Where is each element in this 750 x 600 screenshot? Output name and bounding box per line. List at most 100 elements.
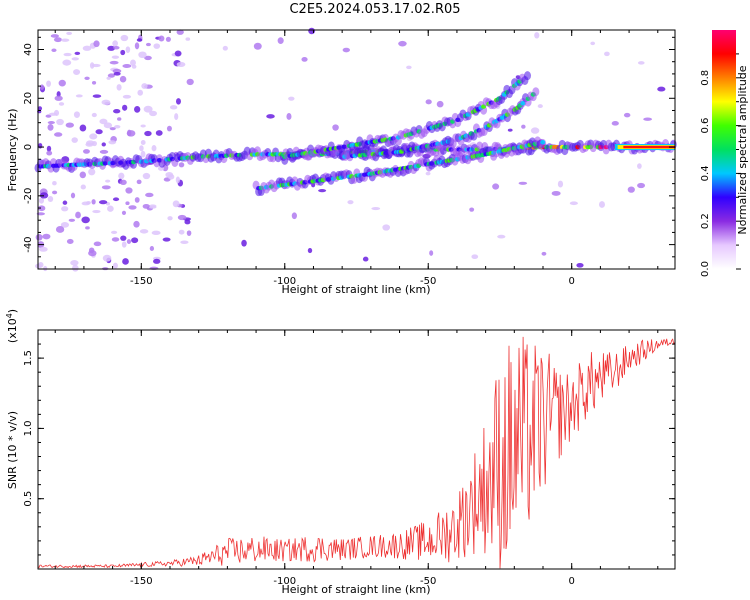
noise-speck <box>178 229 185 235</box>
spectral-band <box>252 136 547 197</box>
spectrogram-bands <box>34 71 677 197</box>
noise-speck <box>637 163 642 169</box>
noise-speck <box>541 251 547 256</box>
noise-speck <box>66 31 73 35</box>
noise-speck <box>425 99 432 105</box>
noise-speck <box>55 226 65 233</box>
noise-speck <box>75 211 81 219</box>
chart-title: C2E5.2024.053.17.02.R05 <box>289 2 461 17</box>
noise-speck <box>70 192 76 199</box>
noise-speck <box>111 55 120 59</box>
x-tick-label: -100 <box>273 276 296 287</box>
noise-speck <box>63 52 72 57</box>
noise-speck <box>91 80 97 85</box>
noise-speck <box>139 229 149 234</box>
y-tick-label: 20 <box>23 92 34 105</box>
noise-speck <box>112 197 120 202</box>
noise-speck <box>643 117 652 121</box>
noise-speck <box>142 203 150 209</box>
band-core <box>540 140 546 145</box>
noise-speck <box>38 261 44 268</box>
noise-speck <box>140 150 146 158</box>
noise-speck <box>138 51 147 59</box>
noise-speck <box>521 124 526 129</box>
noise-speck <box>637 61 645 65</box>
noise-speck <box>120 34 129 42</box>
noise-speck <box>58 102 65 106</box>
noise-speck <box>436 100 444 108</box>
noise-speck <box>623 112 631 118</box>
colorbar-scale <box>712 30 736 269</box>
spectrogram-y-axis: -40 -20 0 20 40 <box>23 36 675 270</box>
noise-speck <box>113 72 121 76</box>
noise-speck <box>186 230 192 236</box>
noise-speck <box>92 94 102 98</box>
noise-speck <box>113 46 120 50</box>
colorbar-ticks: 0.0 0.2 0.4 0.6 0.8 <box>700 53 741 277</box>
noise-speck <box>88 250 97 257</box>
noise-speck <box>371 207 381 211</box>
snr-x-label: Height of straight line (km) <box>281 583 430 596</box>
noise-speck <box>71 57 79 61</box>
noise-speck <box>140 140 146 145</box>
noise-speck <box>52 190 58 195</box>
noise-speck <box>62 59 72 66</box>
noise-speck <box>166 125 172 132</box>
noise-speck <box>162 237 171 242</box>
noise-speck <box>93 40 100 48</box>
noise-speck <box>82 149 90 154</box>
y-tick-label: 0 <box>23 144 34 150</box>
noise-speck <box>73 69 81 75</box>
noise-speck <box>81 201 90 206</box>
noise-speck <box>253 42 262 50</box>
x-tick-label: 0 <box>569 276 575 287</box>
noise-speck <box>47 121 55 125</box>
noise-speck <box>143 105 153 113</box>
noise-speck <box>362 256 369 262</box>
noise-speck <box>116 84 122 91</box>
noise-speck <box>551 190 561 196</box>
x-tick-label: -100 <box>273 576 296 587</box>
noise-speck <box>127 129 132 137</box>
noise-speck <box>177 214 187 221</box>
noise-speck <box>288 96 295 101</box>
noise-speck <box>131 237 139 244</box>
noise-speck <box>184 219 191 225</box>
noise-speck <box>42 233 51 240</box>
noise-speck <box>307 247 313 254</box>
noise-speck <box>241 239 247 247</box>
noise-speck <box>121 210 127 215</box>
noise-speck <box>58 79 66 87</box>
noise-speck <box>149 110 158 117</box>
spectral-band <box>338 87 540 162</box>
noise-speck <box>122 258 129 265</box>
noise-speck <box>85 226 90 230</box>
noise-speck <box>151 230 161 236</box>
noise-speck <box>70 260 79 266</box>
band-halo <box>524 71 532 81</box>
noise-speck <box>406 65 412 70</box>
noise-speck <box>60 221 70 228</box>
noise-speck <box>107 205 114 212</box>
noise-speck <box>122 94 132 99</box>
noise-speck <box>222 45 228 51</box>
noise-speck <box>167 174 175 180</box>
noise-speck <box>38 197 45 204</box>
noise-speck <box>144 55 152 61</box>
noise-speck <box>627 186 635 193</box>
noise-speck <box>598 201 605 208</box>
noise-speck <box>120 235 127 241</box>
noise-speck <box>84 76 90 81</box>
noise-speck <box>530 127 540 134</box>
noise-speck <box>137 89 144 96</box>
noise-speck <box>176 61 186 67</box>
noise-speck <box>291 212 297 220</box>
noise-speck <box>158 35 165 42</box>
noise-speck <box>95 129 103 135</box>
noise-speck <box>169 105 178 110</box>
noise-speck <box>39 192 49 199</box>
noise-speck <box>136 38 143 42</box>
noise-speck <box>576 262 584 268</box>
noise-speck <box>277 37 284 44</box>
